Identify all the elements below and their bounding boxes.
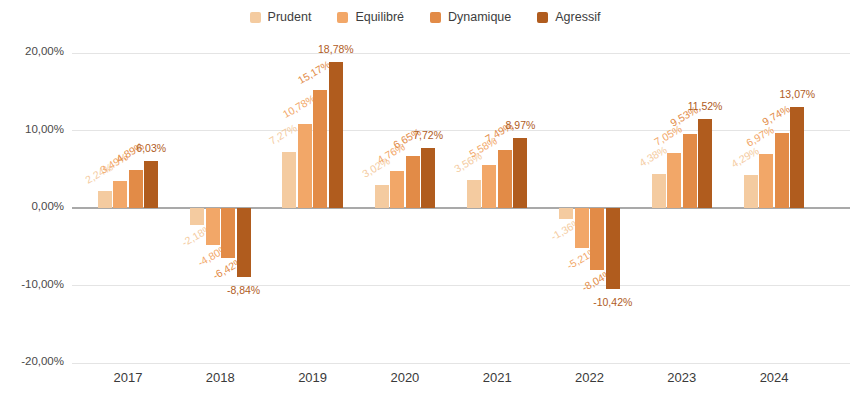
- x-axis-label-2023: 2023: [667, 370, 696, 385]
- bar-2022-equilibré[interactable]: [575, 208, 589, 248]
- x-axis-label-2021: 2021: [483, 370, 512, 385]
- bar-2020-dynamique[interactable]: [406, 156, 420, 208]
- bar-2021-equilibré[interactable]: [482, 165, 496, 208]
- bar-value-label: 13,07%: [780, 88, 816, 100]
- bar-value-label: 9,74%: [760, 102, 792, 127]
- x-axis-label-2020: 2020: [390, 370, 419, 385]
- bar-2023-agressif[interactable]: [698, 119, 712, 208]
- x-axis-label-2019: 2019: [298, 370, 327, 385]
- bar-2024-agressif[interactable]: [790, 107, 804, 208]
- bar-value-label: 10,78%: [280, 92, 317, 120]
- bar-2018-dynamique[interactable]: [221, 208, 235, 258]
- bar-value-label: 18,78%: [318, 43, 354, 55]
- y-axis-tick-label: 20,00%: [0, 45, 64, 57]
- bar-2017-prudent[interactable]: [98, 191, 112, 208]
- bar-2023-prudent[interactable]: [652, 174, 666, 208]
- bar-2024-equilibré[interactable]: [759, 154, 773, 208]
- gridline--10,00%: [72, 285, 850, 286]
- bar-value-label: 6,97%: [744, 123, 776, 148]
- bar-value-label: 7,72%: [413, 129, 443, 141]
- x-axis-label-2022: 2022: [575, 370, 604, 385]
- bar-2024-prudent[interactable]: [744, 175, 758, 208]
- x-axis-label-2018: 2018: [206, 370, 235, 385]
- bar-value-label: 6,03%: [136, 142, 166, 154]
- y-axis-tick-label: -20,00%: [0, 355, 64, 367]
- plot-area: 20,00%10,00%0,00%-10,00%-20,00%2,24%3,49…: [0, 0, 850, 403]
- bar-value-label: -8,84%: [227, 284, 260, 296]
- bar-2017-agressif[interactable]: [144, 161, 158, 208]
- bar-value-label: 7,05%: [652, 123, 684, 148]
- gridline-20,00%: [72, 53, 850, 54]
- bar-2021-dynamique[interactable]: [498, 150, 512, 208]
- x-axis-label-2024: 2024: [760, 370, 789, 385]
- x-axis-label-2017: 2017: [114, 370, 143, 385]
- bar-2018-prudent[interactable]: [190, 208, 204, 225]
- bar-value-label: 7,27%: [267, 121, 299, 146]
- bar-2020-agressif[interactable]: [421, 148, 435, 208]
- gridline--20,00%: [72, 363, 850, 364]
- y-axis-tick-label: 10,00%: [0, 123, 64, 135]
- bar-2022-dynamique[interactable]: [590, 208, 604, 270]
- bar-2023-equilibré[interactable]: [667, 153, 681, 208]
- gridline-10,00%: [72, 130, 850, 131]
- bar-2021-agressif[interactable]: [513, 138, 527, 208]
- bar-2024-dynamique[interactable]: [775, 133, 789, 208]
- bar-2019-equilibré[interactable]: [298, 124, 312, 208]
- gridline-0,00%: [72, 207, 850, 209]
- bar-value-label: 4,29%: [729, 144, 761, 169]
- performance-bar-chart: PrudentEquilibréDynamiqueAgressif 20,00%…: [0, 0, 850, 403]
- bar-2023-dynamique[interactable]: [683, 134, 697, 208]
- bar-value-label: 15,17%: [296, 58, 333, 86]
- bar-2020-equilibré[interactable]: [390, 171, 404, 208]
- bar-2022-agressif[interactable]: [606, 208, 620, 289]
- bar-2017-dynamique[interactable]: [129, 170, 143, 208]
- bar-2018-equilibré[interactable]: [206, 208, 220, 245]
- bar-2020-prudent[interactable]: [375, 185, 389, 208]
- bar-value-label: 11,52%: [688, 100, 723, 112]
- bar-2018-agressif[interactable]: [237, 208, 251, 277]
- y-axis-tick-label: -10,00%: [0, 278, 64, 290]
- y-axis-tick-label: 0,00%: [0, 200, 64, 212]
- bar-2021-prudent[interactable]: [467, 180, 481, 208]
- bar-value-label: 4,38%: [637, 143, 669, 168]
- bar-value-label: 8,97%: [506, 119, 536, 131]
- bar-2022-prudent[interactable]: [559, 208, 573, 219]
- bar-2019-dynamique[interactable]: [313, 90, 327, 208]
- bar-value-label: -10,42%: [593, 296, 632, 308]
- bar-2019-agressif[interactable]: [329, 62, 343, 208]
- bar-2017-equilibré[interactable]: [113, 181, 127, 208]
- bar-2019-prudent[interactable]: [282, 152, 296, 208]
